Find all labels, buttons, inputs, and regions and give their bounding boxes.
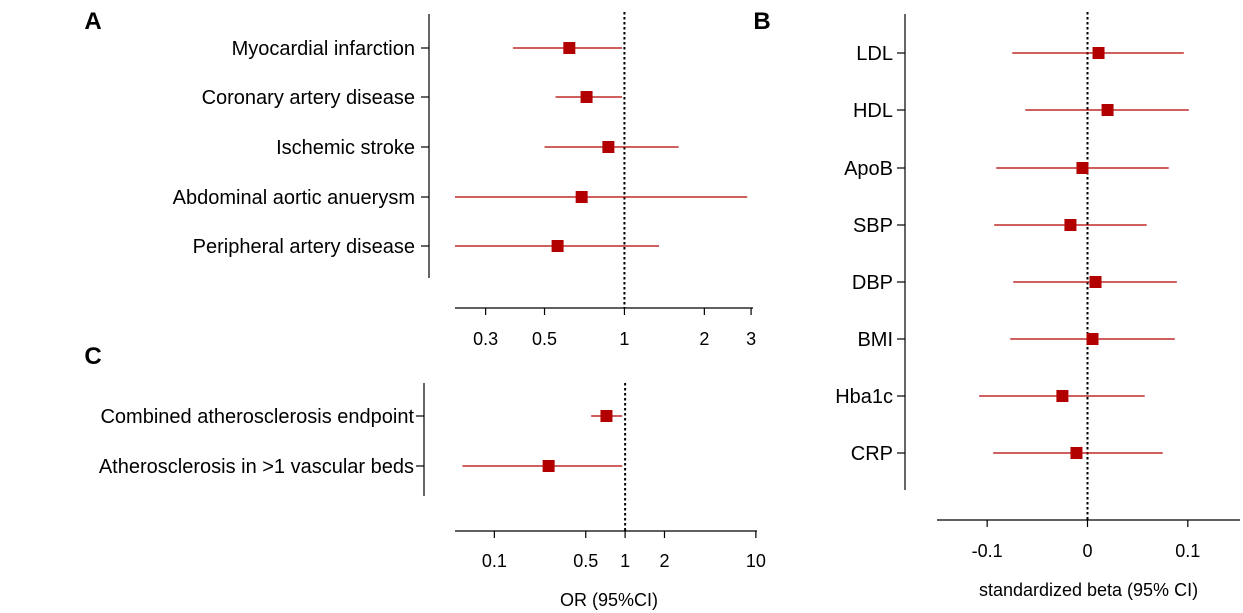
x-tick-label-a: 2 [699,329,709,349]
panel-letter-c: C [84,343,101,370]
x-tick-label-c: 2 [659,551,669,571]
x-tick-label-b: 0.1 [1175,541,1200,561]
x-tick-label-c: 10 [746,551,766,571]
panel-letter-b: B [753,8,770,35]
x-tick-label-a: 0.5 [532,329,557,349]
estimate-point-a [580,91,593,103]
estimate-point-b [1076,162,1089,174]
estimate-point-a [551,240,564,252]
estimate-point-b [1089,276,1102,288]
category-label-b: LDL [856,43,893,65]
panel-c: C 0.1 0.5 1 2 10 OR (95%CI) Combined atheroscle… [84,343,766,610]
x-axis-title-b: standardized beta (95% CI) [979,580,1198,600]
x-tick-label-b: 0 [1082,541,1092,561]
estimate-point-a [575,191,588,203]
category-label-b: CRP [851,443,893,465]
panel-letter-a: A [84,8,101,35]
estimate-point-c [600,410,613,422]
estimate-point-c [542,460,555,472]
estimate-point-a [563,42,576,54]
estimate-point-b [1056,390,1069,402]
category-label-b: Hba1c [835,386,893,408]
category-label-b: SBP [853,215,893,237]
estimate-point-b [1070,447,1083,459]
estimate-point-b [1092,47,1105,59]
category-label-a: Coronary artery disease [202,87,415,109]
x-tick-label-a: 3 [746,329,756,349]
category-label-b: HDL [853,100,893,122]
x-tick-label-c: 0.1 [482,551,507,571]
category-label-c: Atherosclerosis in >1 vascular beds [99,456,414,478]
category-label-a: Abdominal aortic anuerysm [173,187,415,209]
estimate-point-b [1064,219,1077,231]
category-label-a: Peripheral artery disease [193,236,415,258]
panel-a: A 0.3 0.5 1 2 3 Myocardial infarction Coronary … [84,8,756,349]
panel-b: B -0.1 0 0.1 standardized beta (95% CI) LDL HD… [753,8,1240,600]
estimate-point-a [602,141,615,153]
category-label-b: ApoB [844,158,893,180]
category-label-b: BMI [857,329,893,351]
x-tick-label-b: -0.1 [972,541,1003,561]
category-label-b: DBP [852,272,893,294]
x-tick-label-a: 0.3 [473,329,498,349]
category-label-c: Combined atherosclerosis endpoint [100,406,414,428]
x-tick-label-c: 0.5 [573,551,598,571]
x-tick-label-a: 1 [619,329,629,349]
estimate-point-b [1101,104,1114,116]
estimate-point-b [1086,333,1099,345]
category-label-a: Ischemic stroke [276,137,415,159]
x-axis-title-c: OR (95%CI) [560,590,658,610]
category-label-a: Myocardial infarction [232,38,415,60]
x-tick-label-c: 1 [620,551,630,571]
